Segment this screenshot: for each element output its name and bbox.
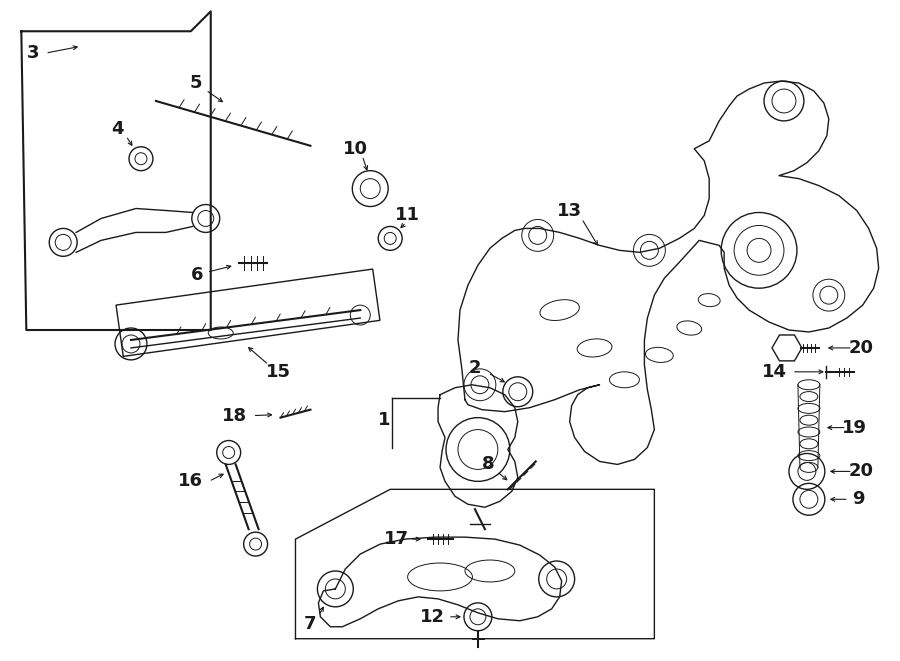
Text: 15: 15 xyxy=(266,363,291,381)
Text: 6: 6 xyxy=(191,266,203,284)
Bar xyxy=(116,269,380,356)
Text: 16: 16 xyxy=(178,473,203,490)
Text: 10: 10 xyxy=(343,139,368,158)
Text: 2: 2 xyxy=(469,359,482,377)
Text: 17: 17 xyxy=(383,530,409,548)
Text: 18: 18 xyxy=(222,407,248,424)
Text: 12: 12 xyxy=(419,608,445,626)
Text: 11: 11 xyxy=(394,206,419,225)
Text: 7: 7 xyxy=(304,615,317,633)
Text: 5: 5 xyxy=(190,74,202,92)
Text: 13: 13 xyxy=(557,202,582,219)
Text: 20: 20 xyxy=(848,463,873,481)
Text: 14: 14 xyxy=(761,363,787,381)
Text: 9: 9 xyxy=(852,490,865,508)
Text: 19: 19 xyxy=(842,418,868,436)
Text: 1: 1 xyxy=(378,410,391,428)
Text: 8: 8 xyxy=(482,455,494,473)
Text: 20: 20 xyxy=(848,339,873,357)
Text: 4: 4 xyxy=(111,120,123,138)
Text: 3: 3 xyxy=(27,44,40,62)
